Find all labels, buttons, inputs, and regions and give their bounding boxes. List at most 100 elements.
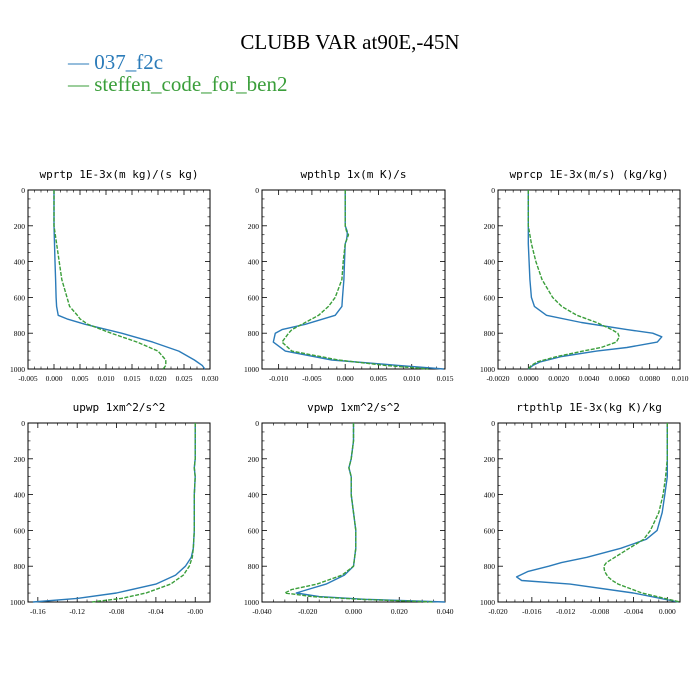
legend-label: 037_f2c: [94, 50, 164, 74]
x-tick-label: 0.020: [391, 607, 408, 616]
series-line-steffen-panel-6: [603, 423, 681, 603]
y-tick-label: 1000: [480, 598, 495, 607]
y-tick-label: 1000: [244, 365, 259, 374]
x-tick-label: -0.012: [556, 607, 576, 616]
panel-title-3: wprcp 1E-3x(m/s) (kg/kg): [510, 168, 669, 181]
x-tick-label: -0.005: [18, 374, 38, 383]
series-line-037-f2c-panel-6: [515, 423, 679, 603]
x-tick-label: 0.010: [403, 374, 420, 383]
x-tick-label: -0.005: [302, 374, 322, 383]
x-tick-label: -0.16: [30, 607, 46, 616]
plot-frame-6: [497, 422, 681, 603]
y-tick-label: 0: [255, 419, 259, 428]
x-tick-label: 0.005: [72, 374, 89, 383]
panel-title-4: upwp 1xm^2/s^2: [73, 401, 166, 414]
x-tick-label: -0.016: [522, 607, 542, 616]
y-tick-label: 200: [14, 222, 26, 231]
x-tick-label: 0.000: [659, 607, 676, 616]
y-tick-label: 1000: [244, 598, 259, 607]
y-tick-label: 400: [484, 258, 496, 267]
x-tick-label: 0.040: [437, 607, 454, 616]
y-tick-label: 600: [248, 526, 260, 535]
plot-frame-2: [261, 189, 446, 370]
series-line-037-f2c-panel-1: [53, 190, 206, 370]
x-tick-label: 0.0080: [639, 374, 660, 383]
y-tick-label: 800: [14, 329, 26, 338]
y-tick-label: 400: [484, 491, 496, 500]
y-tick-label: 400: [14, 491, 26, 500]
series-line-037-f2c-panel-5: [295, 423, 446, 603]
x-tick-label: 0.020: [150, 374, 167, 383]
x-tick-label: -0.00: [187, 607, 203, 616]
x-tick-label: -0.08: [109, 607, 125, 616]
y-tick-label: 0: [491, 419, 495, 428]
legend-entry-037-f2c: — 037_f2c: [68, 50, 163, 75]
y-tick-label: 600: [484, 526, 496, 535]
y-tick-label: 600: [484, 293, 496, 302]
y-tick-label: 600: [14, 293, 26, 302]
x-tick-label: 0.010: [98, 374, 115, 383]
series-line-steffen-panel-3: [527, 190, 620, 370]
y-tick-label: 0: [491, 186, 495, 195]
x-tick-label: 0.015: [437, 374, 454, 383]
y-tick-label: 200: [484, 222, 496, 231]
legend-line-icon: —: [68, 50, 95, 74]
y-tick-label: 800: [248, 329, 260, 338]
y-tick-label: 200: [14, 455, 26, 464]
panel-title-6: rtpthlp 1E-3x(kg K)/kg: [516, 401, 662, 414]
series-line-steffen-panel-5: [284, 423, 434, 603]
series-line-037-f2c-panel-3: [527, 190, 663, 370]
panel-title-1: wprtp 1E-3x(m kg)/(s kg): [40, 168, 199, 181]
x-tick-label: 0.0020: [548, 374, 569, 383]
x-tick-label: -0.004: [624, 607, 644, 616]
y-tick-label: 0: [21, 186, 25, 195]
series-line-steffen-panel-2: [281, 190, 429, 370]
y-tick-label: 800: [14, 562, 26, 571]
x-tick-label: 0.010: [672, 374, 689, 383]
y-tick-label: 1000: [10, 365, 25, 374]
x-tick-label: 0.0060: [609, 374, 630, 383]
y-tick-label: 400: [248, 258, 260, 267]
x-tick-label: -0.12: [69, 607, 85, 616]
panel-title-2: wpthlp 1x(m K)/s: [301, 168, 407, 181]
x-tick-label: 0.015: [124, 374, 141, 383]
x-tick-label: -0.008: [590, 607, 610, 616]
y-tick-label: 200: [248, 222, 260, 231]
x-tick-label: -0.020: [298, 607, 318, 616]
x-tick-label: 0.0000: [518, 374, 539, 383]
series-line-steffen-panel-1: [53, 190, 167, 370]
x-tick-label: -0.010: [269, 374, 289, 383]
legend-line-icon: —: [68, 72, 95, 96]
x-tick-label: -0.020: [488, 607, 508, 616]
y-tick-label: 400: [248, 491, 260, 500]
y-tick-label: 200: [484, 455, 496, 464]
series-line-037-f2c-panel-2: [272, 190, 444, 370]
y-tick-label: 1000: [10, 598, 25, 607]
legend-label: steffen_code_for_ben2: [94, 72, 288, 96]
x-tick-label: -0.040: [252, 607, 272, 616]
x-tick-label: -0.0020: [486, 374, 509, 383]
legend-entry-steffen: — steffen_code_for_ben2: [68, 72, 287, 97]
y-tick-label: 600: [14, 526, 26, 535]
x-tick-label: 0.025: [176, 374, 193, 383]
y-tick-label: 800: [248, 562, 260, 571]
y-tick-label: 0: [255, 186, 259, 195]
y-tick-label: 600: [248, 293, 260, 302]
series-line-steffen-panel-4: [91, 423, 196, 603]
figure-title: CLUBB VAR at90E,-45N: [240, 30, 460, 54]
plot-frame-3: [497, 189, 681, 370]
series-line-037-f2c-panel-4: [32, 423, 196, 603]
x-tick-label: -0.04: [148, 607, 164, 616]
y-tick-label: 800: [484, 329, 496, 338]
x-tick-label: 0.005: [370, 374, 387, 383]
x-tick-label: 0.000: [337, 374, 354, 383]
x-tick-label: 0.000: [345, 607, 362, 616]
x-tick-label: 0.0040: [579, 374, 600, 383]
x-tick-label: 0.000: [46, 374, 63, 383]
y-tick-label: 0: [21, 419, 25, 428]
panel-title-5: vpwp 1xm^2/s^2: [307, 401, 400, 414]
y-tick-label: 200: [248, 455, 260, 464]
y-tick-label: 1000: [480, 365, 495, 374]
x-tick-label: 0.030: [202, 374, 219, 383]
